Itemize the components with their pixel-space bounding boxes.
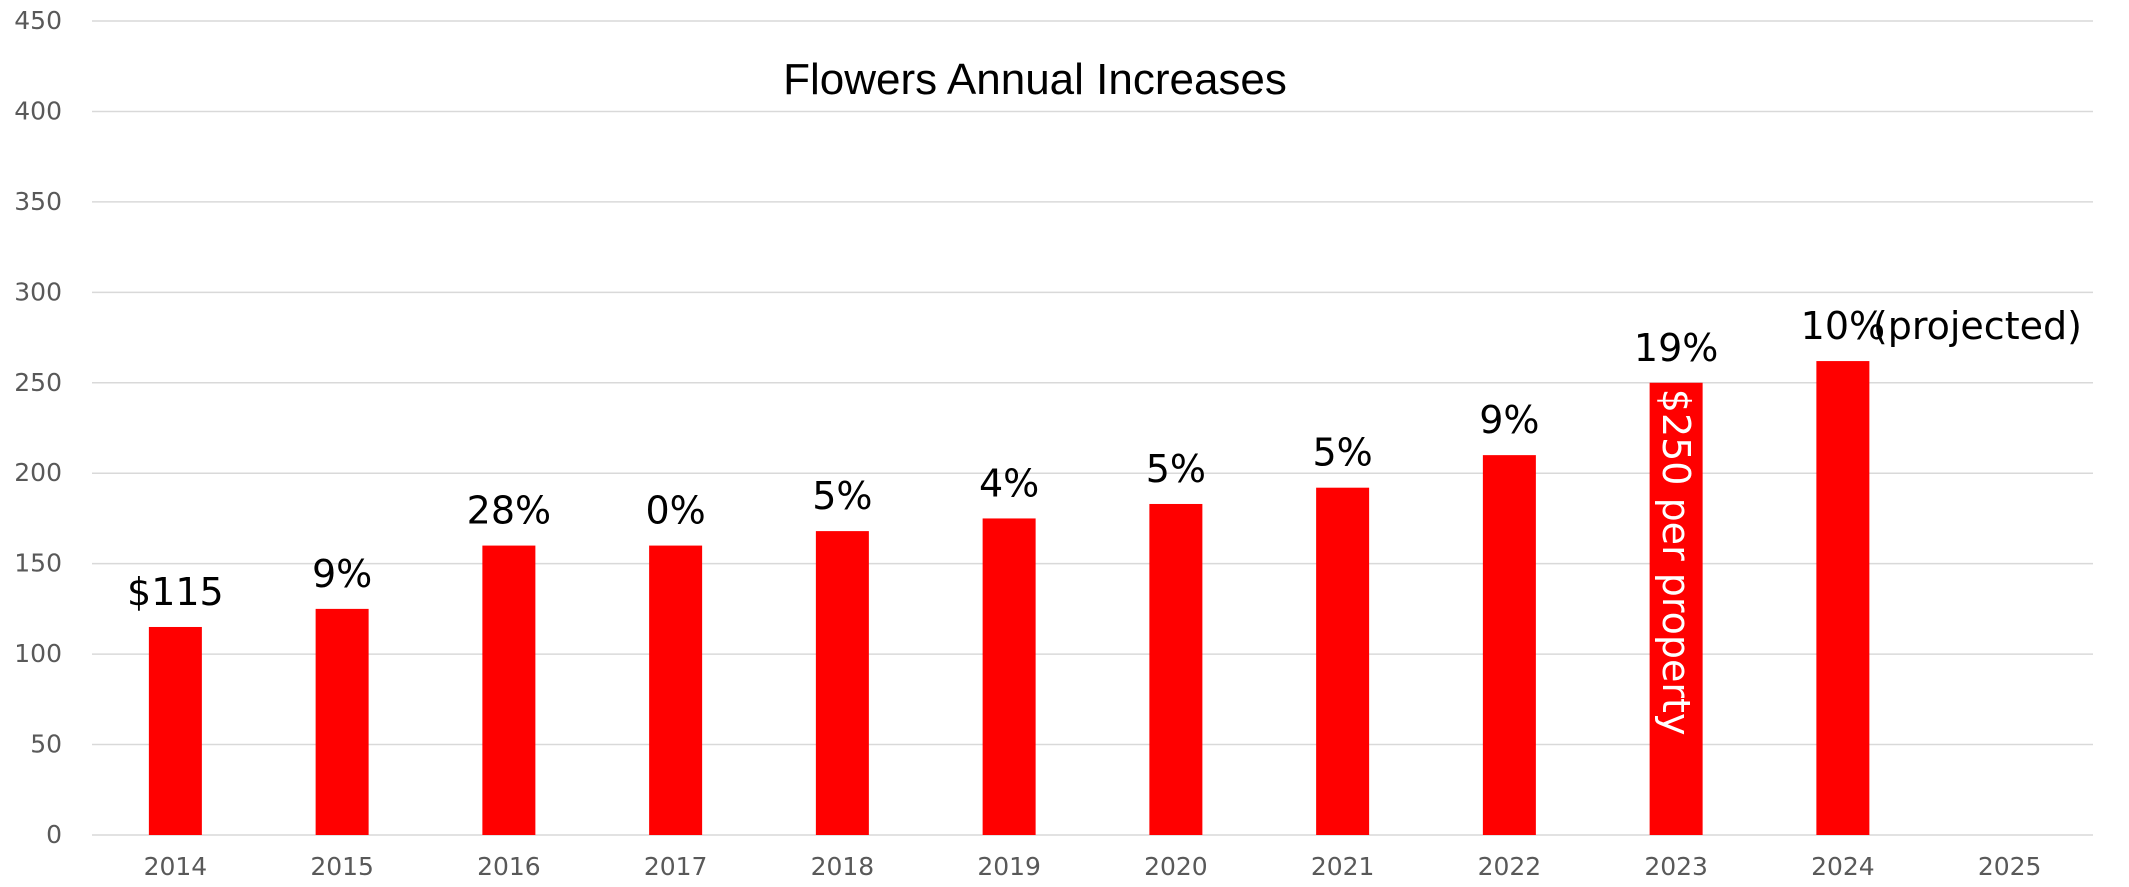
data-labels: $115 9% 28% 0% 5% 4% 5% 5% 9% 19% 10% $250 per prop… [127, 304, 2082, 735]
data-label: 0% [645, 489, 705, 533]
x-tick-label: 2020 [1144, 852, 1208, 881]
bar [315, 608, 369, 835]
data-label: 5% [1146, 447, 1206, 491]
y-tick-label: 350 [14, 187, 62, 216]
bar [815, 531, 869, 835]
bar [649, 545, 703, 835]
chart-title: Flowers Annual Increases [783, 55, 1287, 104]
data-label: 4% [979, 461, 1039, 505]
y-tick-label: 250 [14, 368, 62, 397]
y-tick-label: 300 [14, 277, 62, 306]
y-tick-label: 0 [46, 820, 62, 849]
bar [148, 626, 202, 835]
x-tick-label: 2023 [1644, 852, 1708, 881]
x-tick-label: 2016 [477, 852, 541, 881]
bar [482, 545, 536, 835]
bar [1482, 455, 1536, 835]
bar [1649, 382, 1703, 835]
bar [982, 518, 1036, 835]
x-tick-label: 2024 [1811, 852, 1875, 881]
data-label: 9% [1479, 398, 1539, 442]
bar [1816, 361, 1870, 835]
bar [1316, 487, 1370, 835]
y-tick-label: 100 [14, 639, 62, 668]
y-axis-ticks: 0 50 100 150 200 250 300 350 400 450 [14, 6, 62, 849]
bar [1149, 503, 1203, 835]
data-label: 9% [312, 552, 372, 596]
x-tick-label: 2017 [644, 852, 708, 881]
y-tick-label: 450 [14, 6, 62, 35]
x-tick-label: 2025 [1978, 852, 2042, 881]
y-tick-label: 400 [14, 96, 62, 125]
annotation-label: (projected) [1873, 304, 2082, 348]
data-label: 5% [812, 474, 872, 518]
y-tick-label: 150 [14, 549, 62, 578]
y-tick-label: 50 [30, 730, 62, 759]
bars [148, 361, 1870, 835]
y-tick-label: 200 [14, 458, 62, 487]
x-tick-label: 2015 [310, 852, 374, 881]
x-tick-label: 2018 [811, 852, 875, 881]
data-label: 5% [1312, 431, 1372, 475]
x-tick-label: 2022 [1478, 852, 1542, 881]
x-tick-label: 2021 [1311, 852, 1375, 881]
gridlines [92, 20, 2093, 836]
data-label: 28% [467, 489, 551, 533]
data-label: $115 [127, 570, 224, 614]
x-axis-ticks: 2014 2015 2016 2017 2018 2019 2020 2021 2022 2023… [144, 852, 2042, 881]
data-label: 10% [1801, 304, 1885, 348]
x-tick-label: 2019 [977, 852, 1041, 881]
data-label: 19% [1634, 326, 1718, 370]
bar-annotation: $250 per property [1654, 389, 1698, 736]
x-tick-label: 2014 [144, 852, 208, 881]
